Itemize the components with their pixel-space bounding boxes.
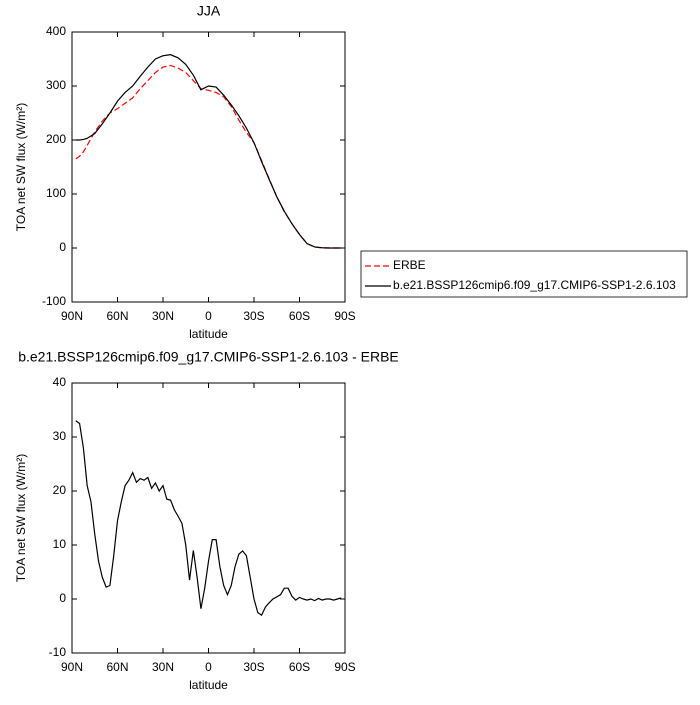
- legend-label: ERBE: [393, 258, 426, 272]
- chart-title: b.e21.BSSP126cmip6.f09_g17.CMIP6-SSP1-2.…: [18, 349, 399, 365]
- y-axis-label: TOA net SW flux (W/m²): [14, 103, 28, 231]
- x-tick-label: 30S: [243, 660, 264, 674]
- series-line: [75, 420, 342, 617]
- plot-frame: [71, 382, 346, 654]
- x-tick-label: 90N: [61, 309, 83, 323]
- x-tick-label: 0: [205, 660, 212, 674]
- legend-label: b.e21.BSSP126cmip6.f09_g17.CMIP6-SSP1-2.…: [393, 278, 676, 292]
- plot-frame: [71, 31, 346, 303]
- y-tick-label: 400: [46, 24, 66, 38]
- x-tick-label: 90S: [334, 309, 355, 323]
- chart-title: JJA: [197, 3, 221, 19]
- y-tick-label: 30: [53, 429, 67, 443]
- y-tick-label: -100: [42, 294, 66, 308]
- y-tick-label: 300: [46, 78, 66, 92]
- x-tick-label: 60S: [289, 660, 310, 674]
- x-tick-label: 90N: [61, 660, 83, 674]
- x-tick-label: 60N: [106, 660, 128, 674]
- x-tick-label: 60S: [289, 309, 310, 323]
- series-line: [75, 64, 342, 249]
- x-tick-label: 0: [205, 309, 212, 323]
- y-tick-label: 100: [46, 186, 66, 200]
- y-tick-label: 200: [46, 132, 66, 146]
- y-tick-label: 0: [59, 240, 66, 254]
- y-tick-label: 10: [53, 537, 67, 551]
- x-axis-label: latitude: [189, 327, 228, 341]
- x-tick-label: 90S: [334, 660, 355, 674]
- y-tick-label: 40: [53, 375, 67, 389]
- series-line: [75, 54, 342, 249]
- y-tick-label: -10: [49, 645, 67, 659]
- y-tick-label: 0: [59, 591, 66, 605]
- x-tick-label: 30S: [243, 309, 264, 323]
- x-tick-label: 60N: [106, 309, 128, 323]
- y-axis-label: TOA net SW flux (W/m²): [14, 454, 28, 582]
- x-axis-label: latitude: [189, 678, 228, 692]
- x-tick-label: 30N: [152, 309, 174, 323]
- legend-box: [360, 250, 688, 298]
- y-tick-label: 20: [53, 483, 67, 497]
- x-tick-label: 30N: [152, 660, 174, 674]
